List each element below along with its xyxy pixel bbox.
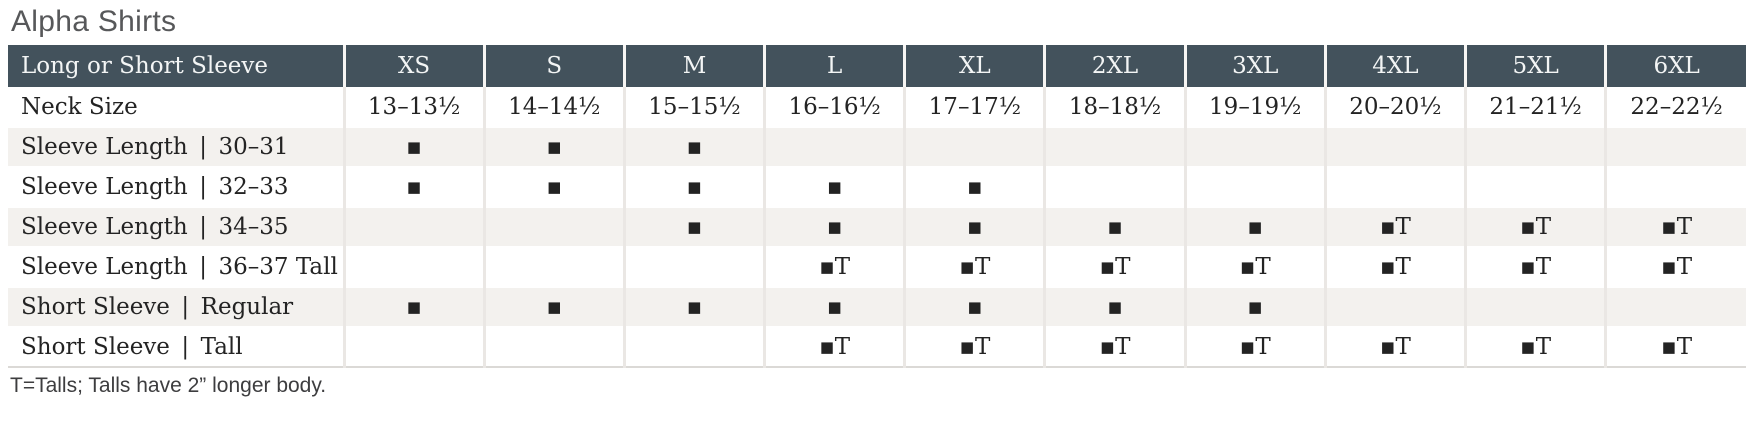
empty-cell bbox=[1463, 287, 1606, 328]
neck-size-value: 21–21½ bbox=[1463, 87, 1606, 128]
header-cell-size-m: M bbox=[622, 45, 765, 87]
availability-marker-tall: ▪T bbox=[1183, 247, 1326, 288]
empty-cell bbox=[1323, 127, 1466, 168]
empty-cell bbox=[482, 207, 625, 248]
header-cell-size-xs: XS bbox=[342, 45, 485, 87]
availability-marker: ▪ bbox=[763, 167, 905, 208]
header-cell-size-4xl: 4XL bbox=[1323, 45, 1466, 87]
empty-cell bbox=[1043, 127, 1186, 168]
neck-size-value: 15–15½ bbox=[622, 87, 765, 128]
availability-marker-tall: ▪T bbox=[1043, 327, 1186, 368]
availability-marker: ▪ bbox=[482, 167, 625, 208]
empty-cell bbox=[1463, 167, 1606, 208]
availability-marker-tall: ▪T bbox=[1463, 247, 1606, 288]
neck-size-value: 14–14½ bbox=[482, 87, 625, 128]
availability-marker: ▪ bbox=[342, 127, 485, 168]
header-cell-size-6xl: 6XL bbox=[1604, 45, 1746, 87]
availability-marker: ▪ bbox=[1183, 207, 1326, 248]
availability-marker: ▪ bbox=[1043, 287, 1186, 328]
table-row: Sleeve Length | 36–37 Tall ▪T ▪T ▪T ▪T ▪T ▪T ▪T bbox=[8, 247, 1746, 288]
header-cell-size-xl: XL bbox=[903, 45, 1045, 87]
row-label: Short Sleeve | Regular bbox=[8, 287, 344, 328]
availability-marker-tall: ▪T bbox=[1463, 207, 1606, 248]
empty-cell bbox=[1183, 167, 1326, 208]
availability-marker: ▪ bbox=[482, 287, 625, 328]
empty-cell bbox=[342, 207, 485, 248]
availability-marker-tall: ▪T bbox=[903, 247, 1045, 288]
availability-marker: ▪ bbox=[763, 287, 905, 328]
availability-marker-tall: ▪T bbox=[1604, 207, 1746, 248]
availability-marker-tall: ▪T bbox=[903, 327, 1045, 368]
neck-size-value: 16–16½ bbox=[763, 87, 905, 128]
empty-cell bbox=[903, 127, 1045, 168]
header-cell-size-s: S bbox=[482, 45, 625, 87]
neck-size-value: 17–17½ bbox=[903, 87, 1045, 128]
availability-marker-tall: ▪T bbox=[1323, 247, 1466, 288]
empty-cell bbox=[1183, 127, 1326, 168]
header-cell-sleeve-type: Long or Short Sleeve bbox=[8, 45, 344, 87]
neck-size-value: 19–19½ bbox=[1183, 87, 1326, 128]
availability-marker-tall: ▪T bbox=[1604, 327, 1746, 368]
row-label: Neck Size bbox=[8, 87, 344, 128]
availability-marker: ▪ bbox=[763, 207, 905, 248]
empty-cell bbox=[1323, 167, 1466, 208]
availability-marker-tall: ▪T bbox=[763, 247, 905, 288]
availability-marker: ▪ bbox=[1043, 207, 1186, 248]
neck-size-value: 20–20½ bbox=[1323, 87, 1466, 128]
header-cell-size-2xl: 2XL bbox=[1043, 45, 1186, 87]
neck-size-value: 22–22½ bbox=[1604, 87, 1746, 128]
row-label: Sleeve Length | 36–37 Tall bbox=[8, 247, 344, 288]
table-header-row: Long or Short Sleeve XS S M L XL 2XL 3XL 4XL 5XL 6… bbox=[8, 45, 1746, 87]
availability-marker: ▪ bbox=[342, 167, 485, 208]
table-row: Sleeve Length | 30–31 ▪ ▪ ▪ bbox=[8, 127, 1746, 168]
row-label: Sleeve Length | 32–33 bbox=[8, 167, 344, 208]
header-cell-size-l: L bbox=[763, 45, 905, 87]
row-label: Sleeve Length | 30–31 bbox=[8, 127, 344, 168]
empty-cell bbox=[342, 327, 485, 368]
availability-marker-tall: ▪T bbox=[1043, 247, 1186, 288]
table-row: Sleeve Length | 34–35 ▪ ▪ ▪ ▪ ▪ ▪T ▪T ▪T bbox=[8, 207, 1746, 248]
availability-marker: ▪ bbox=[622, 287, 765, 328]
header-cell-size-5xl: 5XL bbox=[1463, 45, 1606, 87]
table-row: Neck Size 13–13½ 14–14½ 15–15½ 16–16½ 17–17½ 1… bbox=[8, 87, 1746, 128]
table-row: Short Sleeve | Tall ▪T ▪T ▪T ▪T ▪T ▪T ▪T bbox=[8, 327, 1746, 368]
size-chart-table: Long or Short Sleeve XS S M L XL 2XL 3XL 4XL 5XL 6… bbox=[8, 45, 1746, 368]
availability-marker: ▪ bbox=[903, 207, 1045, 248]
empty-cell bbox=[482, 327, 625, 368]
page-title: Alpha Shirts bbox=[11, 5, 177, 38]
availability-marker: ▪ bbox=[903, 287, 1045, 328]
empty-cell bbox=[1323, 287, 1466, 328]
empty-cell bbox=[482, 247, 625, 288]
availability-marker-tall: ▪T bbox=[1323, 207, 1466, 248]
availability-marker: ▪ bbox=[622, 167, 765, 208]
empty-cell bbox=[1604, 127, 1746, 168]
empty-cell bbox=[622, 327, 765, 368]
empty-cell bbox=[1604, 167, 1746, 208]
empty-cell bbox=[763, 127, 905, 168]
row-label: Sleeve Length | 34–35 bbox=[8, 207, 344, 248]
table-row: Short Sleeve | Regular ▪ ▪ ▪ ▪ ▪ ▪ ▪ bbox=[8, 287, 1746, 328]
availability-marker: ▪ bbox=[1183, 287, 1326, 328]
availability-marker: ▪ bbox=[482, 127, 625, 168]
availability-marker: ▪ bbox=[903, 167, 1045, 208]
availability-marker: ▪ bbox=[622, 207, 765, 248]
table-row: Sleeve Length | 32–33 ▪ ▪ ▪ ▪ ▪ bbox=[8, 167, 1746, 208]
empty-cell bbox=[1463, 127, 1606, 168]
empty-cell bbox=[622, 247, 765, 288]
availability-marker-tall: ▪T bbox=[763, 327, 905, 368]
availability-marker-tall: ▪T bbox=[1604, 247, 1746, 288]
empty-cell bbox=[1043, 167, 1186, 208]
neck-size-value: 18–18½ bbox=[1043, 87, 1186, 128]
empty-cell bbox=[342, 247, 485, 288]
header-cell-size-3xl: 3XL bbox=[1183, 45, 1326, 87]
availability-marker: ▪ bbox=[342, 287, 485, 328]
neck-size-value: 13–13½ bbox=[342, 87, 485, 128]
empty-cell bbox=[1604, 287, 1746, 328]
availability-marker: ▪ bbox=[622, 127, 765, 168]
row-label: Short Sleeve | Tall bbox=[8, 327, 344, 368]
tall-footnote: T=Talls; Talls have 2” longer body. bbox=[10, 374, 327, 397]
availability-marker-tall: ▪T bbox=[1323, 327, 1466, 368]
availability-marker-tall: ▪T bbox=[1463, 327, 1606, 368]
availability-marker-tall: ▪T bbox=[1183, 327, 1326, 368]
